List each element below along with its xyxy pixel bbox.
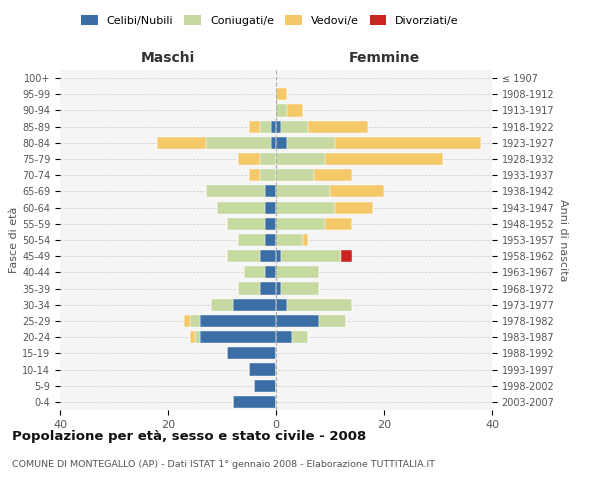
Bar: [276, 186, 330, 198]
Bar: [227, 250, 260, 262]
Bar: [281, 250, 341, 262]
Bar: [325, 218, 352, 230]
Bar: [335, 137, 481, 149]
Bar: [271, 120, 276, 132]
Bar: [238, 234, 265, 246]
Bar: [276, 104, 287, 117]
Bar: [184, 315, 190, 327]
Bar: [276, 250, 281, 262]
Bar: [308, 120, 368, 132]
Bar: [249, 364, 276, 376]
Bar: [276, 234, 303, 246]
Bar: [206, 186, 265, 198]
Bar: [276, 266, 319, 278]
Bar: [249, 169, 260, 181]
Bar: [271, 137, 276, 149]
Bar: [238, 282, 260, 294]
Bar: [195, 331, 200, 343]
Bar: [276, 218, 325, 230]
Bar: [319, 315, 346, 327]
Bar: [265, 186, 276, 198]
Bar: [227, 348, 276, 360]
Bar: [292, 331, 308, 343]
Bar: [260, 250, 276, 262]
Bar: [287, 137, 335, 149]
Bar: [217, 202, 265, 213]
Bar: [276, 282, 281, 294]
Bar: [260, 120, 271, 132]
Bar: [276, 120, 281, 132]
Bar: [244, 266, 265, 278]
Bar: [265, 202, 276, 213]
Bar: [276, 88, 287, 101]
Bar: [211, 298, 233, 311]
Text: Maschi: Maschi: [141, 51, 195, 65]
Bar: [281, 282, 319, 294]
Y-axis label: Anni di nascita: Anni di nascita: [559, 198, 568, 281]
Bar: [206, 137, 271, 149]
Bar: [265, 218, 276, 230]
Bar: [276, 298, 287, 311]
Bar: [227, 218, 265, 230]
Bar: [238, 153, 260, 165]
Bar: [281, 120, 308, 132]
Bar: [233, 298, 276, 311]
Y-axis label: Fasce di età: Fasce di età: [9, 207, 19, 273]
Bar: [157, 137, 206, 149]
Text: Femmine: Femmine: [349, 51, 419, 65]
Bar: [314, 169, 352, 181]
Bar: [249, 120, 260, 132]
Bar: [335, 202, 373, 213]
Bar: [260, 282, 276, 294]
Bar: [254, 380, 276, 392]
Bar: [265, 266, 276, 278]
Legend: Celibi/Nubili, Coniugati/e, Vedovi/e, Divorziati/e: Celibi/Nubili, Coniugati/e, Vedovi/e, Di…: [77, 10, 463, 30]
Bar: [276, 169, 314, 181]
Bar: [276, 331, 292, 343]
Bar: [190, 331, 195, 343]
Bar: [265, 234, 276, 246]
Bar: [287, 104, 303, 117]
Bar: [341, 250, 352, 262]
Bar: [287, 298, 352, 311]
Bar: [276, 202, 335, 213]
Bar: [276, 137, 287, 149]
Text: Popolazione per età, sesso e stato civile - 2008: Popolazione per età, sesso e stato civil…: [12, 430, 366, 443]
Bar: [200, 331, 276, 343]
Bar: [260, 169, 276, 181]
Bar: [276, 153, 325, 165]
Bar: [260, 153, 276, 165]
Bar: [233, 396, 276, 408]
Bar: [200, 315, 276, 327]
Bar: [190, 315, 200, 327]
Bar: [276, 315, 319, 327]
Bar: [330, 186, 384, 198]
Bar: [303, 234, 308, 246]
Text: COMUNE DI MONTEGALLO (AP) - Dati ISTAT 1° gennaio 2008 - Elaborazione TUTTITALIA: COMUNE DI MONTEGALLO (AP) - Dati ISTAT 1…: [12, 460, 435, 469]
Bar: [325, 153, 443, 165]
